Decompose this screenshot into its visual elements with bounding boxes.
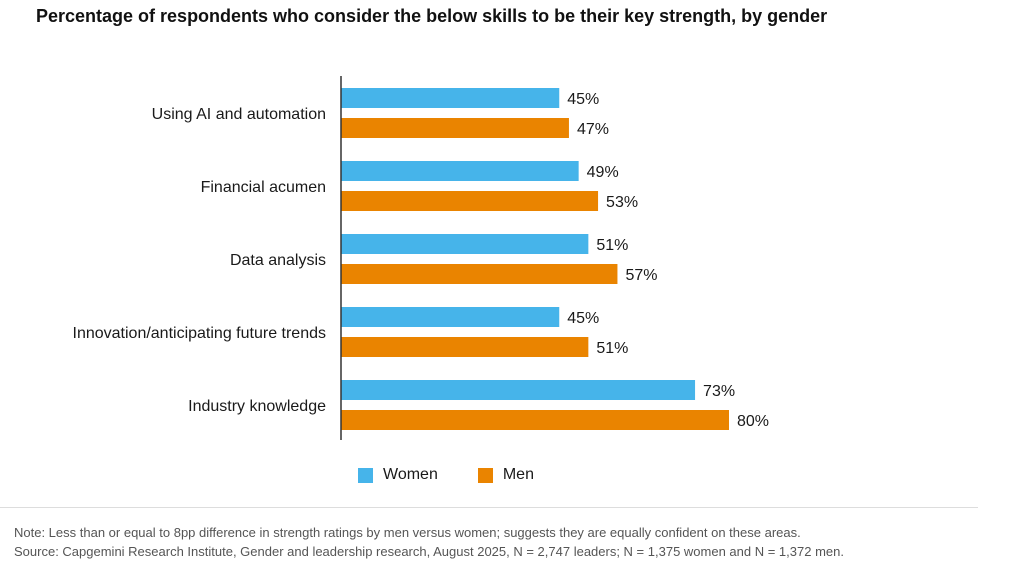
bar-women	[341, 307, 560, 327]
bar-men	[341, 410, 729, 430]
footer-notes: Note: Less than or equal to 8pp differen…	[14, 523, 844, 561]
bar-men	[341, 337, 589, 357]
data-label: 73%	[703, 383, 735, 400]
bar-men	[341, 264, 618, 284]
category-label: Data analysis	[230, 252, 326, 269]
footer-divider	[0, 507, 978, 508]
legend-item-women: Women	[358, 466, 438, 484]
category-label: Industry knowledge	[188, 398, 326, 415]
legend-swatch-women	[358, 467, 373, 483]
category-label: Using AI and automation	[152, 106, 326, 123]
bar-men	[341, 118, 569, 138]
chart-title: Percentage of respondents who consider t…	[36, 6, 828, 26]
legend-label-men: Men	[502, 466, 534, 483]
bar-women	[341, 88, 560, 108]
legend-swatch-men	[477, 467, 493, 483]
legend-item-men: Men	[477, 466, 534, 484]
data-label: 53%	[606, 194, 638, 211]
bar-women	[341, 161, 579, 181]
footnote: Note: Less than or equal to 8pp differen…	[14, 525, 801, 540]
data-label: 51%	[596, 237, 628, 254]
data-label: 80%	[737, 413, 769, 430]
category-label: Innovation/anticipating future trends	[73, 325, 327, 342]
data-label: 47%	[577, 121, 609, 138]
data-label: 57%	[625, 267, 657, 284]
bar-women	[341, 234, 589, 254]
bar-men	[341, 191, 599, 211]
source-note: Source: Capgemini Research Institute, Ge…	[14, 544, 844, 559]
legend-label-women: Women	[383, 466, 438, 483]
data-label: 49%	[587, 164, 619, 181]
data-label: 45%	[567, 91, 599, 108]
data-label: 51%	[596, 340, 628, 357]
category-label: Financial acumen	[201, 179, 326, 196]
legend: Women Men	[358, 466, 534, 484]
data-label: 45%	[567, 310, 599, 327]
bar-women	[341, 380, 696, 400]
